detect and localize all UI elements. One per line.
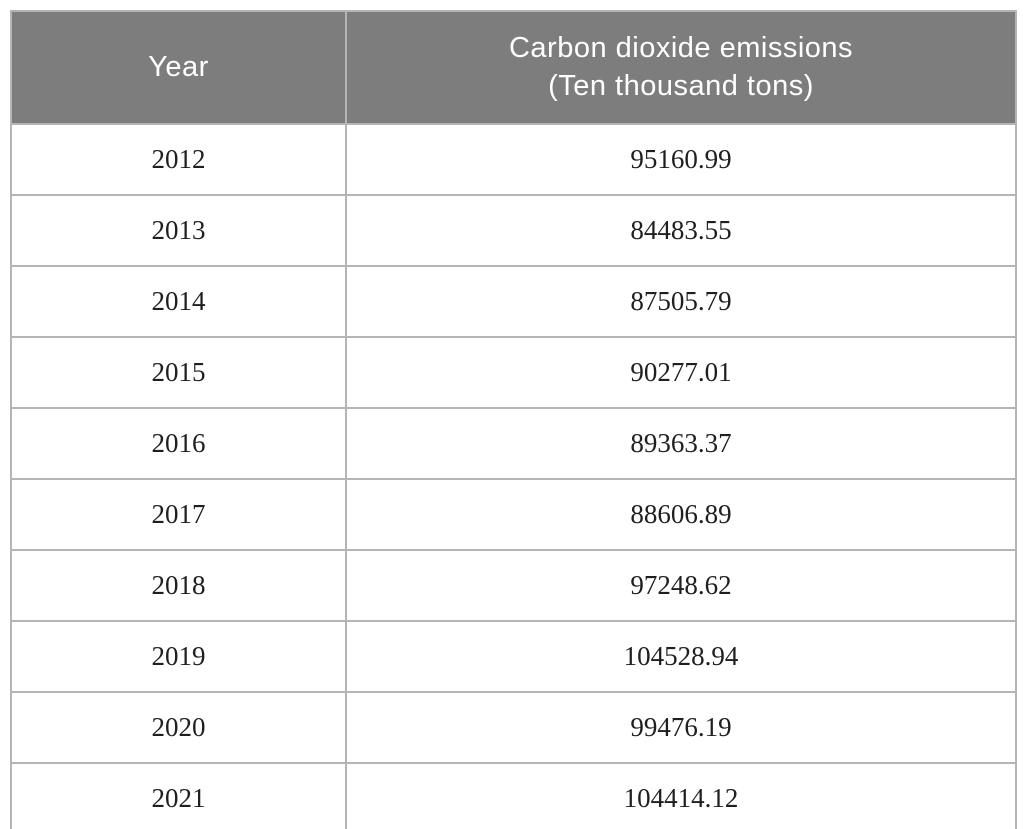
year-cell: 2018 (10, 549, 347, 622)
table-row: 2013 84483.55 (10, 194, 1017, 267)
header-row: Year Carbon dioxide emissions (Ten thous… (10, 10, 1017, 125)
table-row: 2012 95160.99 (10, 123, 1017, 196)
year-cell: 2019 (10, 620, 347, 693)
table-row: 2015 90277.01 (10, 336, 1017, 409)
emissions-table: Year Carbon dioxide emissions (Ten thous… (10, 10, 1017, 829)
emissions-cell: 104414.12 (345, 762, 1017, 829)
year-cell: 2017 (10, 478, 347, 551)
year-cell: 2020 (10, 691, 347, 764)
table-row: 2016 89363.37 (10, 407, 1017, 480)
emissions-cell: 87505.79 (345, 265, 1017, 338)
year-cell: 2013 (10, 194, 347, 267)
emissions-cell: 88606.89 (345, 478, 1017, 551)
emissions-cell: 90277.01 (345, 336, 1017, 409)
emissions-cell: 104528.94 (345, 620, 1017, 693)
year-cell: 2015 (10, 336, 347, 409)
table-body: 2012 95160.99 2013 84483.55 2014 87505.79 2015… (10, 123, 1017, 829)
year-cell: 2021 (10, 762, 347, 829)
table-row: 2020 99476.19 (10, 691, 1017, 764)
table-row: 2014 87505.79 (10, 265, 1017, 338)
year-cell: 2014 (10, 265, 347, 338)
column-header-year: Year (10, 10, 347, 125)
year-cell: 2012 (10, 123, 347, 196)
column-header-emissions: Carbon dioxide emissions (Ten thousand t… (345, 10, 1017, 125)
table-header: Year Carbon dioxide emissions (Ten thous… (10, 10, 1017, 125)
table-row: 2018 97248.62 (10, 549, 1017, 622)
table-row: 2019 104528.94 (10, 620, 1017, 693)
year-cell: 2016 (10, 407, 347, 480)
emissions-cell: 99476.19 (345, 691, 1017, 764)
emissions-cell: 97248.62 (345, 549, 1017, 622)
emissions-cell: 89363.37 (345, 407, 1017, 480)
table-row: 2017 88606.89 (10, 478, 1017, 551)
emissions-cell: 84483.55 (345, 194, 1017, 267)
emissions-cell: 95160.99 (345, 123, 1017, 196)
table-row: 2021 104414.12 (10, 762, 1017, 829)
